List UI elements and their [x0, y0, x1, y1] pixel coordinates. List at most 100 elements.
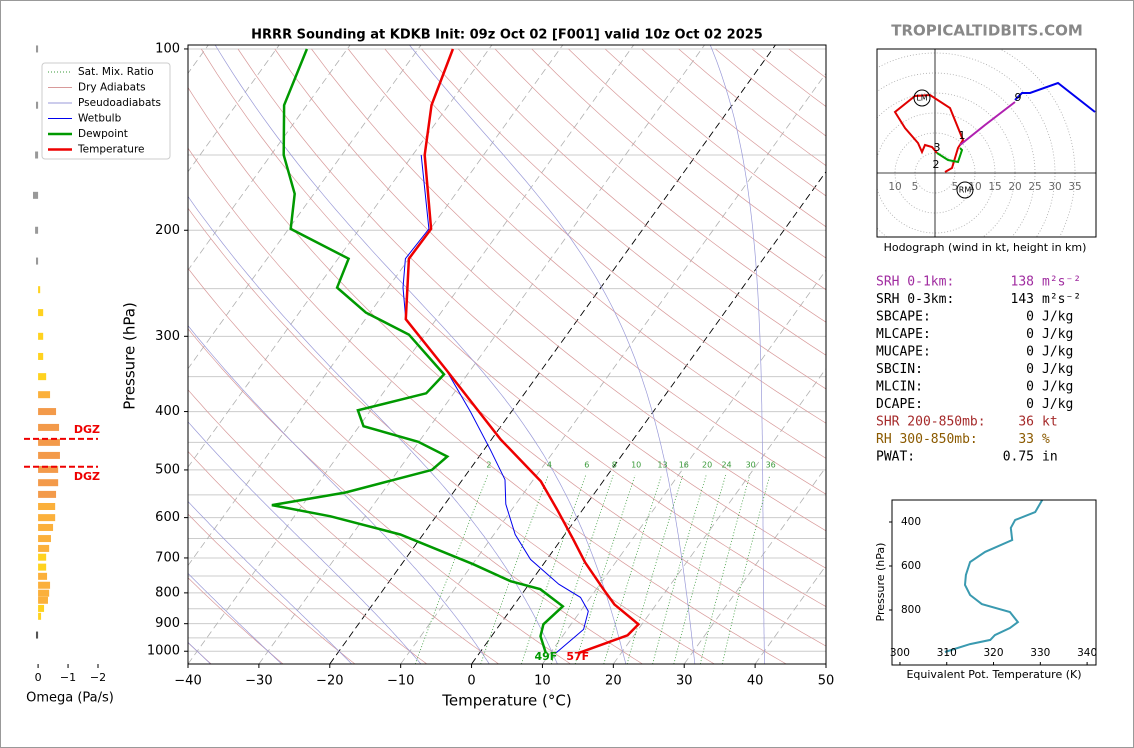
dry-adiabat [188, 328, 571, 664]
y-tick-label: 700 [155, 550, 180, 565]
x-tick-label: −10 [387, 674, 414, 689]
index-label: MLCIN: [876, 380, 923, 395]
mixing-ratio-label: 36 [766, 461, 776, 470]
omega-bar [35, 226, 39, 234]
x-tick-label: 0 [35, 671, 42, 684]
mixing-ratio-line [652, 474, 707, 664]
omega-bar [38, 391, 51, 399]
omega-bar [38, 535, 51, 543]
pseudoadiabat [188, 500, 353, 664]
x-tick-label: 0 [467, 674, 475, 689]
omega-bar [32, 191, 39, 199]
mixing-ratio-label: 10 [631, 461, 641, 470]
index-value: 0.75 [1003, 450, 1034, 465]
index-value: 0 [1026, 397, 1034, 412]
x-tick-label: 20 [605, 674, 622, 689]
indices-table: SRH 0-1km: 138 m²s⁻² SRH 0-3km: 143 m²s⁻² SBCA… [876, 275, 1081, 465]
dry-adiabat [188, 389, 499, 664]
mixing-ratio-label: 13 [657, 461, 667, 470]
pseudoadiabat [709, 45, 765, 664]
index-value: 0 [1026, 310, 1034, 325]
omega-bar [38, 465, 59, 473]
theta-e-line [944, 500, 1044, 653]
omega-bar [38, 612, 42, 620]
index-value: 33 [1018, 432, 1034, 447]
dry-adiabat [237, 48, 826, 569]
index-unit: m²s⁻² [1042, 292, 1081, 307]
site-name: TROPICALTIDBITS.COM [891, 22, 1083, 40]
legend-label: Temperature [77, 144, 145, 156]
index-value: 0 [1026, 380, 1034, 395]
omega-bar [38, 523, 54, 531]
hodograph-marker-label: 9 [1015, 91, 1022, 104]
x-tick-label: 330 [1030, 647, 1050, 659]
pseudoadiabat [188, 195, 558, 664]
omega-bar [38, 563, 47, 571]
omega-axis-label: Omega (Pa/s) [26, 691, 114, 706]
dgz-label: DGZ [74, 423, 100, 436]
omega-bar [38, 604, 45, 612]
index-value: 0 [1026, 362, 1034, 377]
mixing-ratio-line [480, 474, 549, 664]
index-label: SBCAPE: [876, 310, 931, 325]
legend-label: Dewpoint [78, 128, 128, 140]
mixing-ratio-line [521, 474, 587, 664]
surface-label: 49F [534, 650, 557, 663]
legend-box [41, 62, 171, 160]
ring-label: 15 [988, 181, 1001, 193]
omega-bar [38, 451, 60, 459]
omega-bar [35, 257, 39, 265]
dry-adiabat [188, 577, 284, 664]
ring-label: 5 [912, 181, 919, 193]
x-tick-label: 300 [890, 647, 910, 659]
index-value: 143 [1011, 292, 1034, 307]
dry-adiabat [188, 207, 715, 664]
dry-adiabat [188, 513, 356, 664]
omega-bar [38, 309, 44, 317]
dry-adiabat [188, 147, 787, 664]
hodograph-line [936, 147, 964, 164]
hodograph-frame [876, 48, 1097, 238]
ring-label: 5 [952, 181, 959, 193]
mixing-ratio-line [626, 474, 684, 664]
omega-bar [38, 572, 48, 580]
theta-x-label: Equivalent Pot. Temperature (K) [906, 668, 1081, 681]
mixing-ratio-line [699, 474, 751, 664]
dgz-label: DGZ [74, 470, 100, 483]
pseudoadiabat [188, 421, 422, 664]
omega-bar [35, 631, 39, 639]
hodograph-plot: 5 10 15 20 25 30 35 10 5 LM RM 1 2 3 9 [877, 49, 1096, 237]
omega-bar [38, 332, 44, 340]
isotherm [400, 72, 826, 664]
hodograph-marker-label: 2 [933, 158, 940, 171]
omega-bar [35, 45, 39, 53]
y-tick-label: 400 [155, 404, 180, 419]
hodograph-marker-label: 1 [959, 129, 966, 142]
mixing-ratio-label: 20 [702, 461, 712, 470]
index-label: MUCAPE: [876, 345, 931, 360]
omega-bar [38, 408, 57, 416]
isotherm [329, 45, 776, 664]
pseudoadiabat [188, 572, 282, 664]
x-axis-label: Temperature (°C) [441, 692, 571, 710]
index-value: 138 [1011, 275, 1034, 290]
mixing-ratio-line [721, 475, 771, 664]
y-tick-label: 500 [155, 462, 180, 477]
mixing-ratio-label: 8 [612, 461, 617, 470]
ring-label: 35 [1068, 181, 1081, 193]
dry-adiabat [384, 48, 826, 424]
theta-plot [944, 500, 1044, 653]
x-tick-label: −30 [245, 674, 272, 689]
index-label: MLCAPE: [876, 327, 931, 342]
index-unit: J/kg [1042, 397, 1073, 412]
dry-adiabat [188, 450, 428, 664]
hodograph-marker-label: RM [959, 186, 972, 195]
x-tick-label: 50 [818, 674, 835, 689]
index-unit: m²s⁻² [1042, 275, 1081, 290]
isotherm [258, 45, 705, 664]
plot-frame [187, 44, 827, 665]
y-tick-label: 200 [155, 223, 180, 238]
mixing-ratio-label: 24 [721, 461, 731, 470]
hodograph-caption: Hodograph (wind in kt, height in km) [884, 241, 1087, 254]
